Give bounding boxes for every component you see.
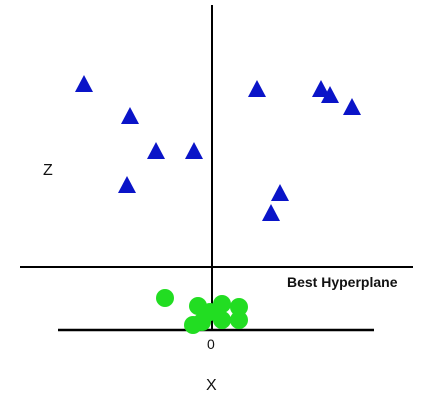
triangle-point — [185, 142, 203, 159]
triangle-point — [321, 86, 339, 103]
triangle-point — [271, 184, 289, 201]
triangle-point — [121, 107, 139, 124]
triangle-class-points — [75, 75, 361, 221]
circle-point — [230, 298, 248, 316]
triangle-point — [262, 204, 280, 221]
x-axis-label: X — [206, 377, 217, 394]
triangle-point — [75, 75, 93, 92]
hyperplane-label: Best Hyperplane — [287, 274, 398, 290]
circle-point — [230, 311, 248, 329]
origin-label: 0 — [207, 336, 215, 352]
triangle-point — [343, 98, 361, 115]
triangle-point — [312, 80, 330, 97]
triangle-point — [118, 176, 136, 193]
triangle-point — [248, 80, 266, 97]
z-axis-label: Z — [43, 162, 53, 179]
circle-point — [156, 289, 174, 307]
triangle-point — [147, 142, 165, 159]
circle-point — [201, 303, 219, 321]
circle-class-points — [156, 289, 248, 334]
